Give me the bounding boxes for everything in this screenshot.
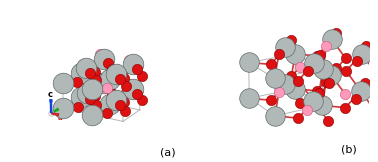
Text: (b): (b) — [341, 145, 356, 155]
Text: (a): (a) — [160, 148, 175, 157]
